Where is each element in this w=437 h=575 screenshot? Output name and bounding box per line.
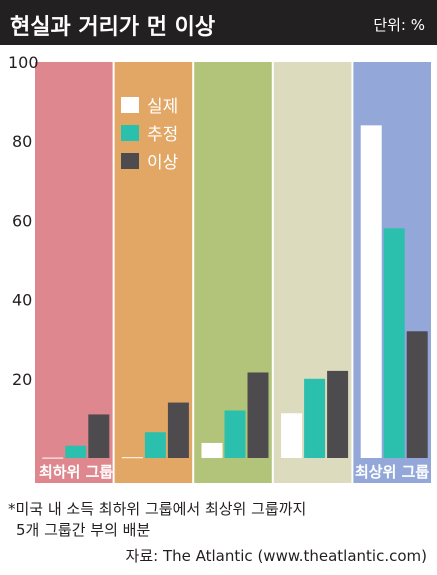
legend-label-ideal: 이상 bbox=[147, 153, 179, 173]
legend-swatch-estimated bbox=[121, 125, 139, 141]
group-label-highest: 최상위 그룹 bbox=[355, 463, 429, 481]
footnote-line-2: 5개 그룹간 부의 배분 bbox=[16, 521, 151, 539]
bar bbox=[304, 378, 326, 458]
bar bbox=[167, 402, 189, 458]
legend: 실제 추정 이상 bbox=[121, 97, 179, 173]
bar bbox=[201, 442, 223, 458]
bar bbox=[327, 370, 349, 458]
bar-chart: 20 40 60 80 100 실제 추정 이상 최하위 그룹 최상위 그룹 bbox=[8, 53, 431, 483]
bar bbox=[383, 228, 405, 458]
bar bbox=[42, 457, 64, 459]
legend-swatch-actual bbox=[121, 97, 139, 113]
y-tick-label: 60 bbox=[12, 211, 32, 230]
legend-swatch-ideal bbox=[121, 153, 139, 169]
footnote: *미국 내 소득 최하위 그룹에서 최상위 그룹까지 5개 그룹간 부의 배분 bbox=[8, 499, 306, 541]
legend-label-actual: 실제 bbox=[147, 97, 178, 117]
y-axis: 20 40 60 80 100 bbox=[8, 53, 39, 389]
bar bbox=[247, 372, 269, 458]
bar bbox=[281, 413, 303, 458]
bar bbox=[65, 445, 87, 458]
y-tick-label: 40 bbox=[12, 291, 32, 310]
bar bbox=[360, 125, 382, 459]
title-bar: 현실과 거리가 먼 이상 단위: % bbox=[0, 0, 437, 45]
legend-label-estimated: 추정 bbox=[147, 125, 178, 145]
source-credit: 자료: The Atlantic (www.theatlantic.com) bbox=[125, 547, 427, 565]
unit-label: 단위: % bbox=[373, 16, 425, 34]
y-tick-label: 100 bbox=[8, 53, 39, 72]
group-labels: 최하위 그룹 최상위 그룹 bbox=[39, 463, 429, 481]
y-tick-label: 20 bbox=[12, 370, 32, 389]
group-background bbox=[35, 62, 113, 483]
bar bbox=[121, 457, 143, 459]
group-label-lowest: 최하위 그룹 bbox=[39, 463, 113, 481]
footnote-line-1: *미국 내 소득 최하위 그룹에서 최상위 그룹까지 bbox=[8, 500, 307, 518]
chart-title: 현실과 거리가 먼 이상 bbox=[10, 15, 216, 40]
bar bbox=[88, 414, 110, 458]
bar bbox=[144, 432, 166, 458]
bar bbox=[224, 410, 246, 458]
bar bbox=[406, 331, 428, 458]
bars bbox=[42, 125, 428, 459]
y-tick-label: 80 bbox=[12, 132, 32, 151]
